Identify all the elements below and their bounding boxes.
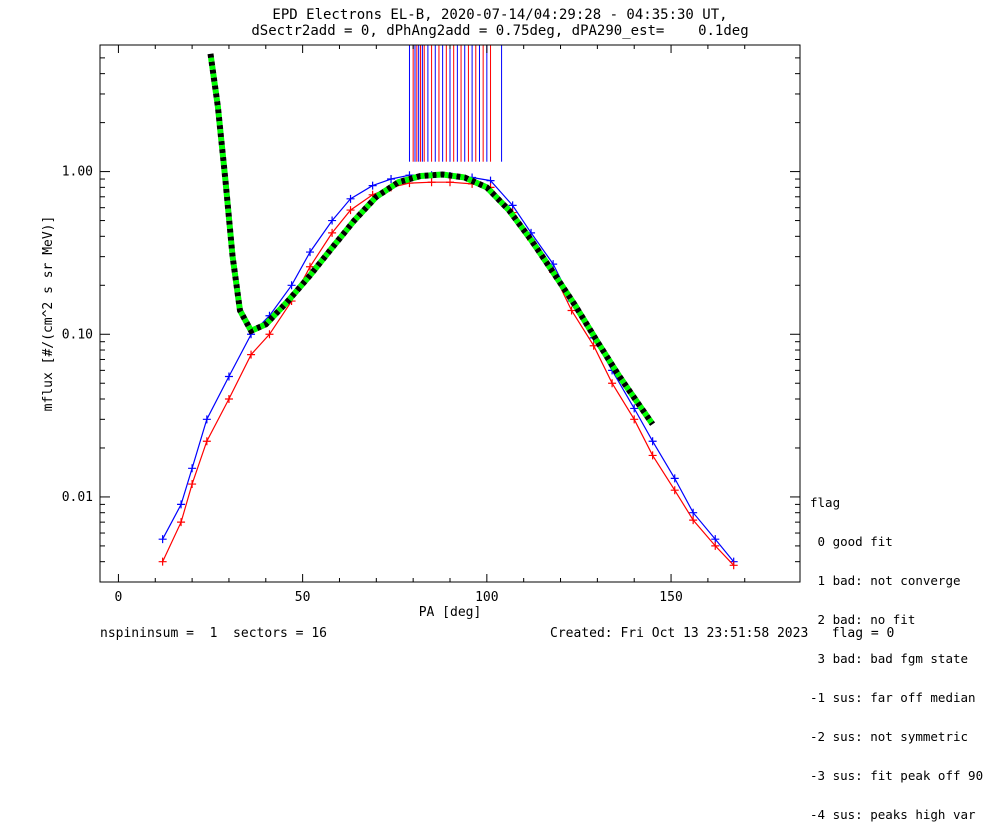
flux-point <box>306 248 314 257</box>
flux-point <box>158 535 167 544</box>
y-tick-label: 0.10 <box>62 327 93 342</box>
series-layer <box>158 53 738 570</box>
footer-left: nspininsum = 1 sectors = 16 <box>100 626 327 641</box>
footer-right: Created: Fri Oct 13 23:51:58 2023 flag =… <box>550 626 895 641</box>
flux-point <box>287 281 296 290</box>
flux-point <box>177 500 186 509</box>
flux-point <box>630 404 639 413</box>
legend-item: -4 sus: peaks high var <box>810 807 976 822</box>
flux-point <box>446 178 454 187</box>
flux-point <box>689 508 698 517</box>
flux-series-line <box>162 181 735 566</box>
flux-point <box>670 474 679 483</box>
legend-item: -1 sus: far off median <box>810 690 976 705</box>
flag-legend: flag 0 good fit 1 bad: not converge 2 ba… <box>810 470 983 834</box>
chart-title: EPD Electrons EL-B, 2020-07-14/04:29:28 … <box>272 7 728 23</box>
x-axis-label: PA [deg] <box>419 605 482 620</box>
flux-point <box>648 451 657 460</box>
flux-point <box>589 341 598 350</box>
flux-point <box>224 372 233 381</box>
flux-series-line <box>162 174 735 563</box>
legend-item: 2 bad: no fit <box>810 612 916 627</box>
flux-point <box>608 379 617 388</box>
flux-point <box>346 206 355 215</box>
flux-point <box>670 486 679 495</box>
flux-point <box>368 181 377 190</box>
legend-item: -2 sus: not symmetric <box>810 729 969 744</box>
x-tick-label: 50 <box>295 590 311 605</box>
spikes-layer <box>408 45 503 162</box>
x-tick-label: 150 <box>659 590 682 605</box>
fit-curve-shadow <box>207 53 656 426</box>
flux-point <box>328 228 337 237</box>
flux-point <box>346 194 355 203</box>
legend-item: -3 sus: fit peak off 90 <box>810 768 984 783</box>
flux-point <box>567 306 576 315</box>
flux-point <box>729 561 738 570</box>
flux-point <box>711 541 720 550</box>
plot-svg: 0 50 100 150 0.01 0.10 1.00 PA [deg] mflux [#/… <box>41 44 801 620</box>
flux-point <box>630 415 639 424</box>
flux-point <box>158 557 167 566</box>
x-tick-label: 100 <box>475 590 498 605</box>
y-tick-label: 0.01 <box>62 490 93 505</box>
y-axis-label: mflux [#/(cm^2 s sr MeV)] <box>41 216 56 412</box>
flux-point <box>486 176 495 185</box>
legend-item: 0 good fit <box>810 534 893 549</box>
flux-point <box>202 415 211 424</box>
flux-point <box>265 330 274 339</box>
flux-point <box>247 350 256 359</box>
flux-point <box>711 535 720 544</box>
legend-item: 1 bad: not converge <box>810 573 961 588</box>
flux-point <box>188 464 197 473</box>
flux-point <box>306 262 314 271</box>
x-tick-label: 0 <box>115 590 123 605</box>
ticks-layer: 0 50 100 150 0.01 0.10 1.00 <box>62 44 800 605</box>
flux-point <box>387 175 396 184</box>
flux-point <box>508 201 517 210</box>
flux-point <box>202 437 211 446</box>
flux-point <box>328 216 337 225</box>
flux-point <box>177 518 186 527</box>
legend-item: 3 bad: bad fgm state <box>810 651 969 666</box>
legend-title: flag <box>810 495 841 510</box>
fit-curve <box>207 53 656 426</box>
flux-point <box>224 394 233 403</box>
flux-point <box>188 480 197 489</box>
flux-point <box>427 178 436 187</box>
flux-point <box>648 437 657 446</box>
y-tick-label: 1.00 <box>62 165 93 180</box>
flux-point <box>689 516 698 525</box>
chart-subtitle: dSectr2add = 0, dPhAng2add = 0.75deg, dP… <box>251 23 749 39</box>
